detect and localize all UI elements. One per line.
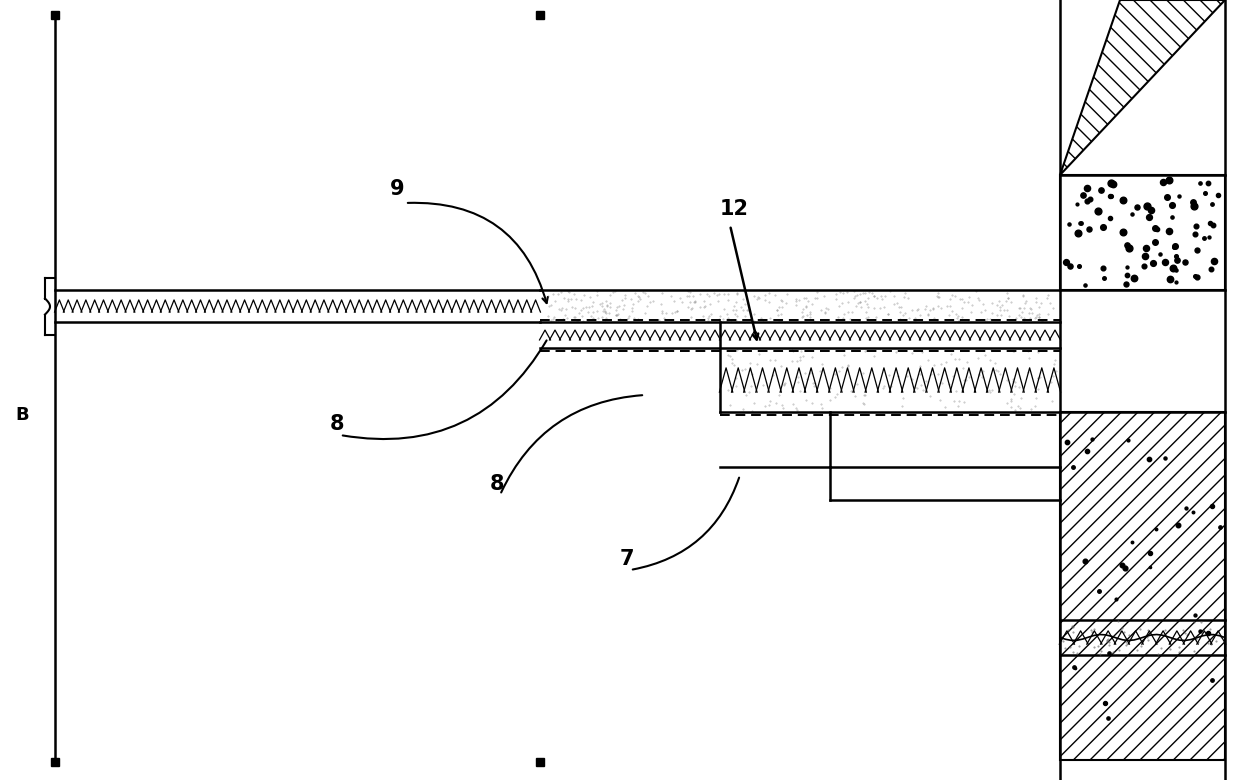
Text: 8: 8 <box>330 414 345 434</box>
Bar <box>1060 412 1225 760</box>
Bar <box>1060 175 1225 290</box>
Text: 8: 8 <box>490 474 505 494</box>
Text: 7: 7 <box>620 549 635 569</box>
Bar <box>536 11 544 19</box>
Bar <box>51 758 60 766</box>
Bar <box>536 758 544 766</box>
Text: 12: 12 <box>720 199 749 219</box>
Bar <box>51 11 60 19</box>
Text: B: B <box>15 406 29 424</box>
Polygon shape <box>1060 0 1225 175</box>
Text: 9: 9 <box>391 179 404 199</box>
